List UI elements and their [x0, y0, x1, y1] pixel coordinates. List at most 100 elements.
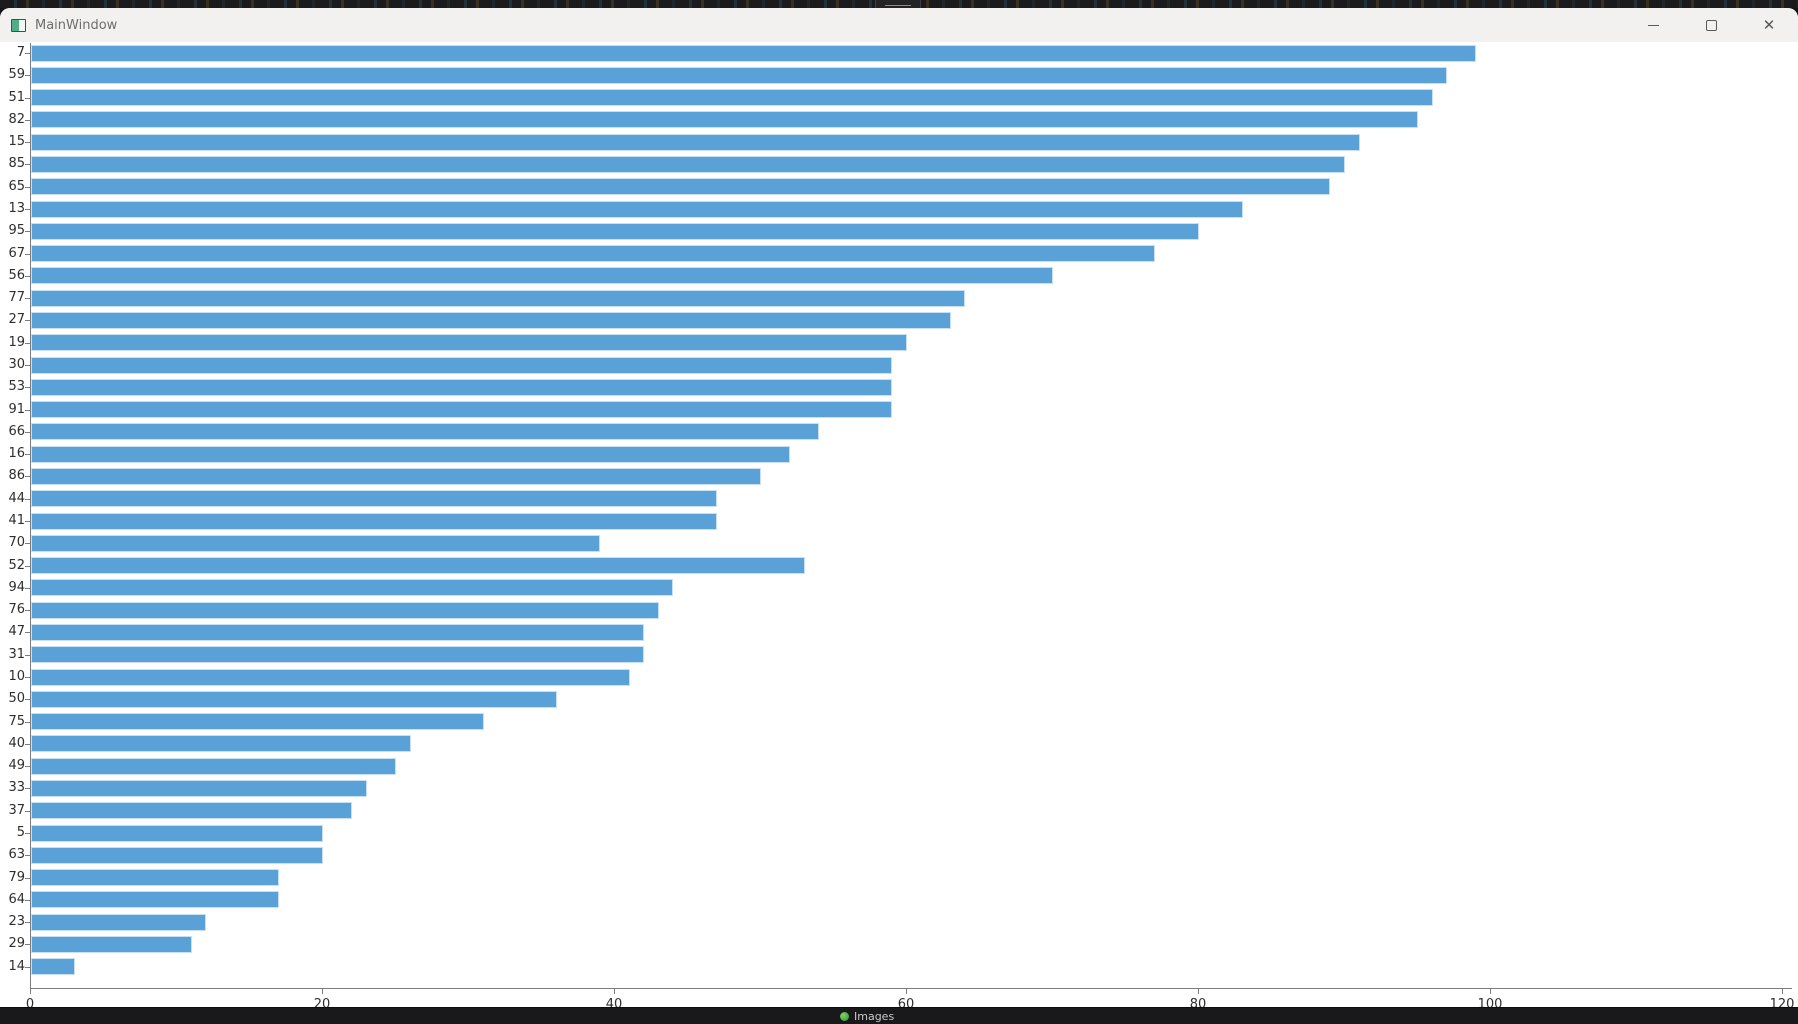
y-tick-label: 37 [8, 802, 25, 818]
bar [31, 289, 966, 307]
y-tick-label: 52 [8, 557, 25, 573]
taskbar-images-label: Images [854, 1010, 895, 1023]
y-tick [25, 743, 30, 745]
y-tick [25, 409, 30, 411]
y-tick-label: 56 [8, 267, 25, 283]
bar [31, 757, 396, 775]
bar [31, 311, 951, 329]
y-tick [25, 543, 30, 545]
y-tick [25, 186, 30, 188]
window-title: MainWindow [35, 17, 118, 33]
x-tick [1782, 989, 1783, 994]
y-tick [25, 565, 30, 567]
bar [31, 579, 674, 597]
bar [31, 690, 557, 708]
y-tick-label: 7 [16, 45, 25, 60]
y-tick-label: 76 [8, 602, 25, 618]
y-tick-label: 44 [8, 490, 25, 506]
app-window-icon [11, 18, 26, 32]
y-tick [25, 587, 30, 589]
bar [31, 89, 1433, 107]
y-tick-label: 29 [8, 936, 25, 952]
plot-area: 7 59 51 82 15 85 65 13 95 67 56 77 27 19 30 53 91 66 16 86 4… [0, 42, 1798, 1024]
grabber-line-icon [885, 5, 911, 6]
bar [31, 423, 820, 441]
y-tick-label: 77 [8, 290, 25, 306]
bar [31, 824, 323, 842]
bar [31, 155, 1345, 173]
taskbar-images-item[interactable]: Images [840, 1010, 894, 1023]
y-tick [25, 365, 30, 366]
y-tick [25, 944, 30, 946]
bar [31, 44, 1477, 62]
bar [31, 779, 367, 797]
minimize-button[interactable] [1624, 8, 1682, 42]
y-tick [25, 253, 30, 255]
bar [31, 623, 645, 641]
y-tick-label: 86 [8, 468, 25, 484]
bar-chart: 7 59 51 82 15 85 65 13 95 67 56 77 27 19 30 53 91 66 16 86 4… [0, 42, 1798, 1024]
y-tick [25, 97, 30, 99]
y-tick [25, 721, 30, 723]
bar [31, 802, 353, 820]
window-controls: ✕ [1624, 8, 1798, 42]
bar [31, 200, 1243, 218]
bar [31, 935, 192, 953]
y-tick-label: 16 [8, 446, 25, 462]
close-button[interactable]: ✕ [1740, 8, 1798, 42]
maximize-button[interactable] [1682, 8, 1740, 42]
bar [31, 646, 645, 664]
y-tick-label: 15 [8, 134, 25, 150]
y-tick-label: 53 [8, 379, 25, 395]
close-icon: ✕ [1762, 15, 1776, 34]
bar [31, 401, 893, 419]
bar [31, 111, 1418, 129]
x-tick-label: 0 [25, 997, 35, 1012]
y-tick-label: 91 [8, 401, 25, 417]
y-tick [25, 298, 30, 300]
y-tick [25, 431, 30, 433]
y-tick-label: 41 [8, 513, 25, 528]
y-tick [25, 521, 30, 522]
taskbar[interactable]: Images [0, 1007, 1798, 1024]
bar [31, 378, 893, 396]
bar [31, 557, 805, 575]
bar [31, 467, 761, 485]
images-icon [840, 1012, 849, 1021]
bar [31, 913, 207, 931]
y-tick [25, 142, 30, 144]
y-tick-label: 67 [8, 245, 25, 261]
bar [31, 245, 1156, 263]
y-tick [25, 966, 30, 968]
bar [31, 713, 484, 730]
x-tick [1490, 989, 1491, 994]
bar [31, 846, 323, 864]
y-tick-label: 13 [8, 201, 25, 216]
bar [31, 958, 75, 976]
y-tick [25, 231, 30, 233]
bar [31, 601, 659, 619]
y-tick [25, 788, 30, 790]
y-tick-label: 85 [8, 156, 25, 172]
y-tick [25, 209, 30, 210]
y-tick [25, 922, 30, 924]
bar [31, 869, 280, 886]
x-tick [614, 989, 615, 994]
titlebar[interactable]: MainWindow ✕ [0, 8, 1798, 42]
x-tick [322, 989, 323, 994]
x-axis [30, 988, 1792, 989]
y-tick [25, 810, 30, 812]
y-tick-label: 95 [8, 223, 25, 239]
y-tick [25, 677, 30, 678]
maximize-icon [1705, 19, 1717, 31]
y-axis [30, 43, 31, 988]
y-tick-label: 59 [8, 67, 25, 83]
y-tick [25, 342, 30, 344]
y-tick [25, 833, 30, 834]
y-tick-label: 40 [8, 735, 25, 751]
main-window: MainWindow ✕ 7 59 51 82 15 85 65 13 95 67 56 77 27 19… [0, 8, 1798, 1024]
x-tick [1198, 989, 1199, 994]
y-tick-label: 82 [8, 111, 25, 127]
y-tick-label: 94 [8, 579, 25, 595]
